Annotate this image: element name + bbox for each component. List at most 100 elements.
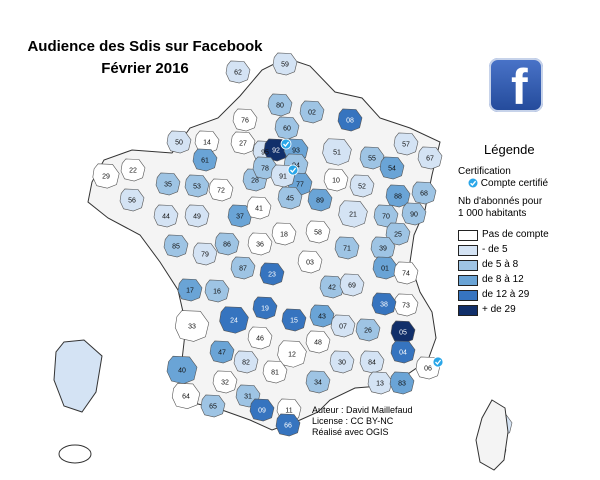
- dept-03: [297, 250, 323, 274]
- dept-44: [153, 204, 179, 228]
- dept-label-52: 52: [358, 184, 366, 191]
- dept-54: [379, 156, 405, 180]
- legend-swatch-1: [458, 245, 478, 256]
- dept-label-54: 54: [388, 166, 396, 173]
- legend-certified-label: Compte certifié: [480, 178, 549, 189]
- dept-label-69: 69: [348, 283, 356, 290]
- dept-label-28: 28: [251, 178, 259, 185]
- certified-badge-91: [287, 164, 299, 176]
- corsica-outline: [475, 399, 509, 471]
- dept-label-27: 27: [239, 141, 247, 148]
- legend-swatch-0: [458, 230, 478, 241]
- dept-label-88: 88: [394, 194, 402, 201]
- dept-50: [166, 130, 192, 154]
- dept-47: [209, 340, 235, 364]
- dept-label-82: 82: [242, 360, 250, 367]
- dept-label-32: 32: [221, 380, 229, 387]
- dept-35: [155, 172, 181, 196]
- dept-label-93: 93: [292, 148, 300, 155]
- dept-label-60: 60: [283, 126, 291, 133]
- legend-subscribers-heading-1: Nb d'abonnés pour: [458, 196, 543, 207]
- dept-62: [225, 60, 251, 84]
- dept-25: [385, 222, 411, 246]
- dept-label-45: 45: [286, 196, 294, 203]
- dept-label-43: 43: [318, 314, 326, 321]
- dept-19: [252, 296, 278, 320]
- dept-07: [330, 314, 356, 338]
- dept-67: [417, 146, 443, 170]
- dept-87: [230, 256, 256, 280]
- dept-label-18: 18: [280, 232, 288, 239]
- dept-label-04: 04: [399, 350, 407, 357]
- dept-label-17: 17: [186, 288, 194, 295]
- credit-license: License : CC BY-NC: [312, 416, 394, 426]
- dept-label-71: 71: [343, 246, 351, 253]
- dept-label-39: 39: [379, 246, 387, 253]
- dept-label-67: 67: [426, 156, 434, 163]
- dept-60: [274, 116, 300, 140]
- dept-49: [184, 204, 210, 228]
- dept-label-21: 21: [349, 212, 357, 219]
- dept-label-78: 78: [261, 166, 269, 173]
- dept-label-09: 09: [258, 408, 266, 415]
- dept-78: [252, 156, 278, 180]
- dept-label-74: 74: [402, 271, 410, 278]
- credit-author: Auteur : David Maillefaud: [312, 405, 413, 415]
- dept-label-48: 48: [314, 340, 322, 347]
- dept-label-24: 24: [230, 318, 238, 325]
- dept-85: [163, 234, 189, 258]
- legend-swatch-4: [458, 290, 478, 301]
- dept-label-35: 35: [164, 182, 172, 189]
- dept-55: [359, 146, 385, 170]
- dept-12: [277, 340, 307, 368]
- dept-56: [119, 188, 145, 212]
- dept-76: [232, 108, 258, 132]
- dept-label-91: 91: [279, 174, 287, 181]
- dept-label-13: 13: [376, 381, 384, 388]
- dept-label-70: 70: [382, 214, 390, 221]
- credit-tool: Réalisé avec OGIS: [312, 427, 389, 437]
- dept-90: [401, 202, 427, 226]
- dept-34: [305, 370, 331, 394]
- dept-label-46: 46: [256, 336, 264, 343]
- dept-15: [281, 308, 307, 332]
- dept-17: [177, 278, 203, 302]
- dept-33: [174, 310, 210, 342]
- dept-label-68: 68: [420, 191, 428, 198]
- dept-26: [355, 318, 381, 342]
- dept-41: [246, 196, 272, 220]
- dept-label-12: 12: [288, 352, 296, 359]
- dept-label-36: 36: [256, 242, 264, 249]
- legend-certification-heading: Certification: [458, 166, 511, 177]
- dept-18: [271, 222, 297, 246]
- dept-label-42: 42: [328, 285, 336, 292]
- certified-badge-92: [280, 138, 292, 150]
- dept-label-81: 81: [271, 370, 279, 377]
- dept-label-41: 41: [255, 206, 263, 213]
- dept-82: [233, 350, 259, 374]
- dept-53: [184, 174, 210, 198]
- dept-label-59: 59: [281, 62, 289, 69]
- dept-label-77: 77: [296, 182, 304, 189]
- dept-label-58: 58: [314, 230, 322, 237]
- dept-label-90: 90: [410, 212, 418, 219]
- dept-13: [367, 371, 393, 395]
- dept-68: [411, 181, 437, 205]
- legend-swatch-5: [458, 305, 478, 316]
- dept-label-16: 16: [213, 289, 221, 296]
- dept-21: [338, 200, 368, 228]
- dept-29: [92, 163, 120, 189]
- dept-label-84: 84: [368, 360, 376, 367]
- dept-label-64: 64: [182, 394, 190, 401]
- dept-label-50: 50: [175, 140, 183, 147]
- dept-label-76: 76: [241, 118, 249, 125]
- dept-label-26: 26: [364, 328, 372, 335]
- dept-01: [372, 256, 398, 280]
- dept-24: [219, 306, 249, 334]
- dept-label-10: 10: [332, 178, 340, 185]
- dept-label-85: 85: [172, 244, 180, 251]
- dept-23: [259, 262, 285, 286]
- dept-66: [275, 413, 301, 437]
- dept-label-01: 01: [381, 266, 389, 273]
